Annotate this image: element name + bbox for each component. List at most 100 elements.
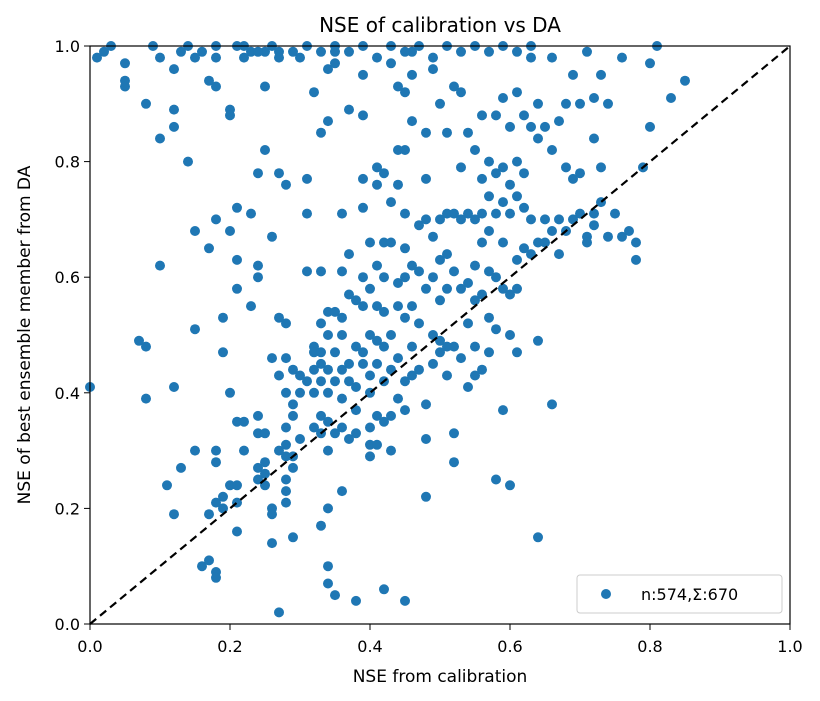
data-point [365, 330, 375, 340]
data-point [309, 364, 319, 375]
data-point [330, 590, 340, 601]
data-point [484, 312, 494, 323]
data-point [596, 162, 606, 173]
data-point [281, 439, 291, 450]
legend-marker [601, 589, 611, 599]
data-point [274, 445, 284, 456]
data-point [232, 202, 242, 213]
data-point [435, 214, 445, 225]
data-point [197, 46, 207, 57]
data-point [358, 358, 368, 369]
data-point [281, 353, 291, 364]
data-point [204, 75, 214, 86]
data-point [519, 243, 529, 254]
data-point [288, 364, 298, 375]
data-point [309, 87, 319, 98]
data-point [323, 561, 333, 572]
data-point [484, 156, 494, 167]
data-point [253, 272, 263, 283]
data-point [337, 393, 347, 404]
data-point [232, 416, 242, 427]
data-point [400, 208, 410, 219]
data-point [442, 283, 452, 294]
data-point [526, 52, 536, 63]
data-point [372, 179, 382, 190]
data-point [484, 46, 494, 57]
data-point [358, 301, 368, 312]
y-tick-label: 0.6 [55, 268, 80, 287]
data-point [400, 376, 410, 387]
data-point [393, 81, 403, 92]
data-point [414, 318, 424, 329]
data-point [519, 202, 529, 213]
data-point [358, 69, 368, 80]
data-point [162, 480, 172, 491]
data-point [372, 301, 382, 312]
data-point [449, 341, 459, 352]
data-point [190, 226, 200, 236]
data-point [491, 272, 501, 283]
data-point [218, 312, 228, 323]
data-point [379, 168, 389, 179]
data-point [505, 121, 515, 132]
data-point [491, 324, 501, 335]
data-point [512, 347, 522, 358]
data-point [589, 208, 599, 219]
data-point [99, 46, 109, 57]
data-point [372, 439, 382, 450]
data-point [540, 214, 550, 225]
data-point [393, 353, 403, 364]
data-point [505, 480, 515, 491]
data-point [337, 208, 347, 219]
data-point [505, 179, 515, 190]
data-point [589, 220, 599, 231]
data-point [498, 197, 508, 208]
data-point [239, 52, 249, 63]
data-point [351, 428, 361, 439]
reference-line-group [89, 45, 791, 625]
data-point [134, 335, 144, 346]
data-point [505, 289, 515, 300]
data-point [330, 347, 340, 358]
data-point [288, 399, 298, 410]
data-point [330, 306, 340, 317]
y-tick-label: 0.4 [55, 384, 80, 403]
data-point [596, 69, 606, 80]
data-point [666, 93, 676, 103]
data-point [435, 254, 445, 265]
data-point [645, 121, 655, 132]
data-point [491, 208, 501, 219]
data-point [211, 81, 221, 92]
data-point [463, 382, 473, 392]
data-point [211, 52, 221, 63]
data-point [428, 272, 438, 283]
data-point [232, 254, 242, 265]
data-point [302, 266, 312, 277]
data-point [372, 162, 382, 173]
data-point [309, 387, 319, 398]
data-point [169, 104, 179, 115]
data-point [407, 260, 417, 271]
data-point [323, 330, 333, 340]
data-point [274, 168, 284, 179]
data-point [386, 58, 396, 69]
data-point [274, 607, 284, 618]
data-point [316, 266, 326, 277]
data-point [281, 486, 291, 497]
data-point [407, 370, 417, 381]
data-point [428, 64, 438, 75]
data-point [351, 295, 361, 306]
data-point [386, 237, 396, 248]
x-tick-label: 0.4 [357, 637, 382, 656]
data-point [407, 341, 417, 352]
data-point [393, 145, 403, 155]
data-point [470, 145, 480, 155]
data-point [519, 110, 529, 121]
data-point [344, 249, 354, 260]
data-point [540, 121, 550, 132]
data-point [183, 156, 193, 167]
data-point [512, 191, 522, 202]
data-point [344, 289, 354, 300]
data-point [582, 46, 592, 57]
data-point [386, 410, 396, 421]
